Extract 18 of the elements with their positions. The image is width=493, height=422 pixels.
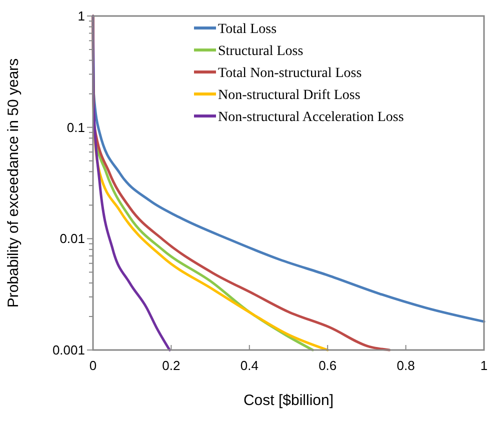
x-tick-label: 0.6 — [318, 358, 337, 373]
x-tick-label: 0.2 — [162, 358, 180, 373]
x-tick-label: 0.4 — [240, 358, 258, 373]
y-tick-label: 0.1 — [66, 120, 85, 135]
y-tick-label: 0.01 — [60, 231, 85, 246]
legend-label: Structural Loss — [218, 44, 304, 59]
legend-label: Total Non-structural Loss — [218, 66, 362, 81]
y-axis-title: Probability of exceedance in 50 years — [5, 58, 22, 308]
legend-label: Non-structural Drift Loss — [218, 88, 360, 103]
x-tick-label: 0.8 — [396, 358, 415, 373]
legend-label: Non-structural Acceleration Loss — [218, 110, 404, 125]
legend-label: Total Loss — [218, 22, 277, 37]
line-series — [92, 14, 171, 352]
x-axis-title: Cost [$billion] — [243, 392, 334, 409]
y-tick-label: 1 — [78, 8, 85, 24]
x-tick-label: 1 — [480, 358, 488, 373]
x-tick-label: 0 — [89, 358, 97, 373]
y-tick-label: 0.001 — [52, 342, 85, 358]
